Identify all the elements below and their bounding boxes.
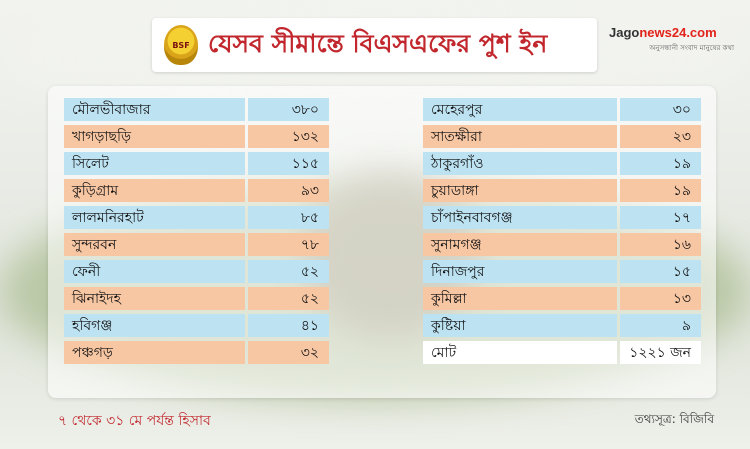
table-row: সুনামগঞ্জ ১৬: [423, 233, 701, 256]
district-name: মোট: [423, 341, 617, 364]
pushin-count: ১২২১ জন: [620, 341, 701, 364]
pushin-count: ২৩: [620, 125, 701, 148]
table-row: খাগড়াছড়ি ১৩২: [64, 125, 329, 148]
date-range-note: ৭ থেকে ৩১ মে পর্যন্ত হিসাব: [58, 413, 211, 429]
table-row: কুমিল্লা ১৩: [423, 287, 701, 310]
district-name: সাতক্ষীরা: [423, 125, 617, 148]
table-row: পঞ্চগড় ৩২: [64, 341, 329, 364]
pushin-count: ৩৮০: [248, 98, 329, 121]
district-name: চুয়াডাঙ্গা: [423, 179, 617, 202]
district-name: হবিগঞ্জ: [64, 314, 245, 337]
pushin-count: ৯৩: [248, 179, 329, 202]
district-name: মৌলভীবাজার: [64, 98, 245, 121]
pushin-count: ৫২: [248, 287, 329, 310]
table-row: সাতক্ষীরা ২৩: [423, 125, 701, 148]
table-row: কুষ্টিয়া ৯: [423, 314, 701, 337]
table-row: ঝিনাইদহ ৫২: [64, 287, 329, 310]
pushin-count: ১৬: [620, 233, 701, 256]
pushin-count: ১৯: [620, 179, 701, 202]
left-table: মৌলভীবাজার ৩৮০ খাগড়াছড়ি ১৩২ সিলেট ১১৫ কুড়িগ…: [64, 98, 329, 368]
district-name: সুনামগঞ্জ: [423, 233, 617, 256]
table-row: কুড়িগ্রাম ৯৩: [64, 179, 329, 202]
bsf-badge-icon: BSF: [164, 25, 198, 65]
pushin-count: ৩২: [248, 341, 329, 364]
page-title: যেসব সীমান্তে বিএসএফের পুশ ইন: [208, 28, 548, 58]
table-row: সুন্দরবন ৭৮: [64, 233, 329, 256]
table-row: চুয়াডাঙ্গা ১৯: [423, 179, 701, 202]
pushin-count: ১৩২: [248, 125, 329, 148]
district-name: ঝিনাইদহ: [64, 287, 245, 310]
jagonews-logo[interactable]: Jagonews24.com অনুসন্ধানী সংবাদ মানুষের …: [609, 22, 734, 52]
pushin-count: ১৭: [620, 206, 701, 229]
table-row: হবিগঞ্জ ৪১: [64, 314, 329, 337]
district-name: সিলেট: [64, 152, 245, 175]
table-row: মৌলভীবাজার ৩৮০: [64, 98, 329, 121]
right-table: মেহেরপুর ৩০ সাতক্ষীরা ২৩ ঠাকুরগাঁও ১৯ চুয়াডাঙ…: [423, 98, 701, 368]
district-name: দিনাজপুর: [423, 260, 617, 283]
table-row: ঠাকুরগাঁও ১৯: [423, 152, 701, 175]
district-name: মেহেরপুর: [423, 98, 617, 121]
district-name: লালমনিরহাট: [64, 206, 245, 229]
pushin-count: ৩০: [620, 98, 701, 121]
source-credit: তথ্যসূত্র: বিজিবি: [634, 412, 714, 426]
pushin-count: ১৫: [620, 260, 701, 283]
pushin-count: ১৩: [620, 287, 701, 310]
table-row: ফেনী ৫২: [64, 260, 329, 283]
pushin-count: ৮৫: [248, 206, 329, 229]
pushin-count: ১৯: [620, 152, 701, 175]
logo-suffix: news24.com: [639, 25, 717, 40]
district-name: সুন্দরবন: [64, 233, 245, 256]
pushin-count: ৫২: [248, 260, 329, 283]
district-name: ফেনী: [64, 260, 245, 283]
district-name: কুড়িগ্রাম: [64, 179, 245, 202]
district-name: কুমিল্লা: [423, 287, 617, 310]
bsf-badge-text: BSF: [172, 40, 190, 50]
district-name: কুষ্টিয়া: [423, 314, 617, 337]
pushin-count: ৪১: [248, 314, 329, 337]
pushin-count: ৭৮: [248, 233, 329, 256]
table-row: লালমনিরহাট ৮৫: [64, 206, 329, 229]
table-row: দিনাজপুর ১৫: [423, 260, 701, 283]
table-row: মেহেরপুর ৩০: [423, 98, 701, 121]
table-row: মোট ১২২১ জন: [423, 341, 701, 364]
district-name: ঠাকুরগাঁও: [423, 152, 617, 175]
district-name: খাগড়াছড়ি: [64, 125, 245, 148]
logo-tagline: অনুসন্ধানী সংবাদ মানুষের কথা: [649, 44, 734, 52]
title-banner: BSF যেসব সীমান্তে বিএসএফের পুশ ইন: [152, 18, 597, 72]
district-name: পঞ্চগড়: [64, 341, 245, 364]
logo-prefix: Jago: [609, 25, 640, 40]
pushin-count: ১১৫: [248, 152, 329, 175]
table-row: সিলেট ১১৫: [64, 152, 329, 175]
table-row: চাঁপাইনবাবগঞ্জ ১৭: [423, 206, 701, 229]
district-name: চাঁপাইনবাবগঞ্জ: [423, 206, 617, 229]
pushin-count: ৯: [620, 314, 701, 337]
